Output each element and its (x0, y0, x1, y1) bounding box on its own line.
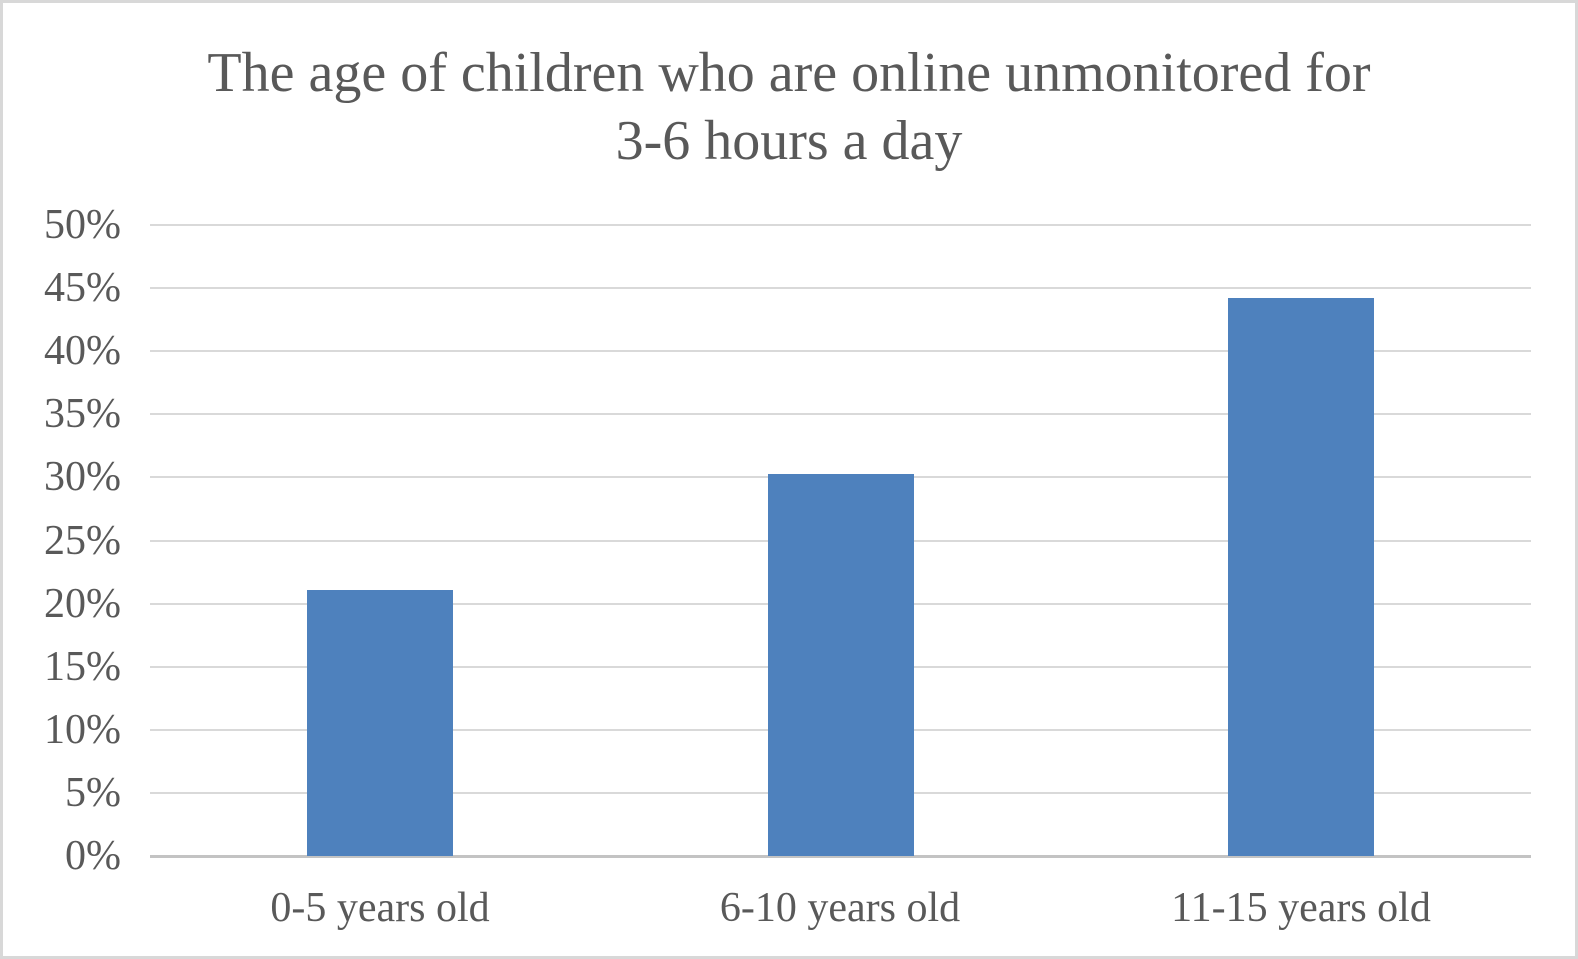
y-axis-tick-label: 5% (65, 770, 121, 816)
y-axis-tick-label: 50% (44, 202, 121, 248)
chart-title-line-2: 3-6 hours a day (615, 110, 963, 172)
x-axis-tick-label: 0-5 years old (270, 885, 490, 931)
y-axis-tick-label: 45% (44, 265, 121, 311)
y-axis-tick-label: 15% (44, 644, 121, 690)
y-axis-tick-label: 30% (44, 454, 121, 500)
chart-title: The age of children who are online unmon… (3, 39, 1575, 175)
bar-11-15-years-old (1228, 298, 1374, 856)
x-axis-tick-label: 6-10 years old (719, 885, 961, 931)
y-axis-tick-label: 20% (44, 581, 121, 627)
y-axis-tick-label: 35% (44, 391, 121, 437)
x-axis-tick-label: 11-15 years old (1171, 885, 1431, 931)
bar-6-10-years-old (768, 474, 914, 856)
y-axis-tick-label: 25% (44, 518, 121, 564)
chart-title-line-1: The age of children who are online unmon… (207, 42, 1371, 104)
gridline (150, 413, 1531, 415)
y-axis-tick-label: 10% (44, 707, 121, 753)
gridline (150, 224, 1531, 226)
y-axis-tick-label: 40% (44, 328, 121, 374)
gridline (150, 287, 1531, 289)
y-axis-tick-label: 0% (65, 833, 121, 879)
bar-0-5-years-old (307, 590, 453, 856)
plot-area: 0% 5% 10% 15% 20% 25% 30% 35% 40% 45% 50% 0-5 years… (3, 3, 1575, 956)
x-axis-line (150, 855, 1531, 858)
gridline (150, 350, 1531, 352)
